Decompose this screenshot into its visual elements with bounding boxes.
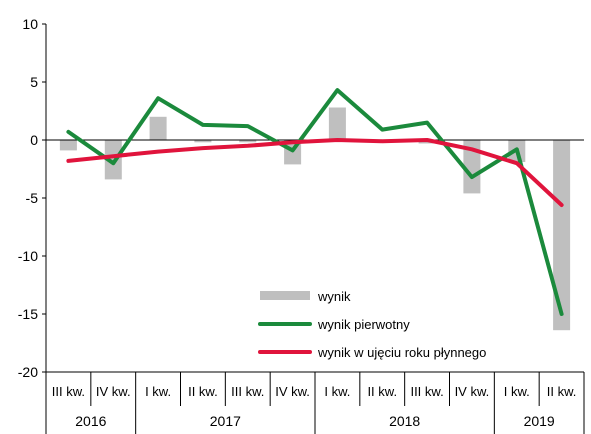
bar <box>59 140 77 151</box>
bar <box>553 140 571 331</box>
year-label: 2019 <box>524 413 555 429</box>
bar <box>239 140 257 143</box>
legend: wynik wynik pierwotny wynik w ujęciu roku … <box>258 289 486 360</box>
x-tick-label: II kw. <box>547 384 577 399</box>
x-tick-label: IV kw. <box>275 384 310 399</box>
legend-swatch-bar <box>260 291 310 300</box>
legend-label: wynik w ujęciu roku płynnego <box>317 345 486 360</box>
bar <box>328 107 346 140</box>
year-label: 2016 <box>75 413 106 429</box>
year-label: 2018 <box>389 413 420 429</box>
x-tick-label: III kw. <box>231 384 264 399</box>
bar <box>194 140 212 143</box>
x-tick-label: III kw. <box>410 384 443 399</box>
line-series-group <box>66 88 564 316</box>
bar <box>463 140 481 194</box>
legend-label: wynik <box>317 289 351 304</box>
y-tick-label: 0 <box>30 132 38 148</box>
x-tick-label: III kw. <box>52 384 85 399</box>
line-series-wynik-rok-plynny <box>66 138 564 207</box>
line-series-wynik-pierwotny <box>66 88 564 316</box>
x-axis-labels: III kw. IV kw. I kw. II kw. III kw. IV kw. I k… <box>45 371 585 434</box>
bar <box>149 116 167 140</box>
x-tick-label: I kw. <box>324 384 350 399</box>
y-tick-label: -15 <box>18 306 38 322</box>
x-tick-label: I kw. <box>145 384 171 399</box>
x-tick-label: II kw. <box>188 384 218 399</box>
x-tick-label: I kw. <box>504 384 530 399</box>
y-tick-label: 10 <box>22 16 38 32</box>
axes: 10 5 0 -5 -10 -15 -20 <box>18 16 584 380</box>
x-tick-label: IV kw. <box>455 384 490 399</box>
y-tick-label: -5 <box>26 190 39 206</box>
x-tick-label: IV kw. <box>96 384 131 399</box>
legend-label: wynik pierwotny <box>317 317 410 332</box>
x-tick-label: II kw. <box>367 384 397 399</box>
y-tick-label: -10 <box>18 248 38 264</box>
year-label: 2017 <box>210 413 241 429</box>
y-tick-label: 5 <box>30 74 38 90</box>
y-tick-label: -20 <box>18 364 38 380</box>
